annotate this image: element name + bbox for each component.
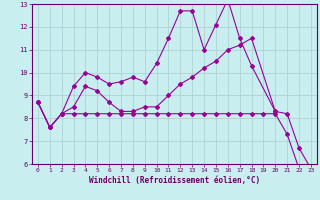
- X-axis label: Windchill (Refroidissement éolien,°C): Windchill (Refroidissement éolien,°C): [89, 176, 260, 185]
